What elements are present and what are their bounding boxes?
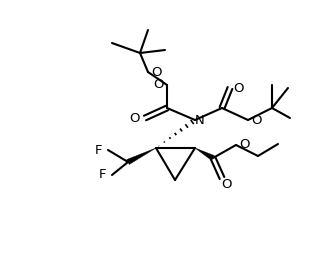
- Text: O: O: [153, 78, 163, 92]
- Text: O: O: [221, 177, 231, 191]
- Text: N: N: [195, 114, 205, 126]
- Text: O: O: [151, 65, 161, 78]
- Text: O: O: [239, 139, 249, 152]
- Text: O: O: [130, 111, 140, 125]
- Text: F: F: [94, 144, 102, 157]
- Polygon shape: [195, 148, 214, 161]
- Text: F: F: [98, 168, 106, 182]
- Text: O: O: [234, 82, 244, 95]
- Text: O: O: [252, 114, 262, 126]
- Polygon shape: [127, 148, 156, 164]
